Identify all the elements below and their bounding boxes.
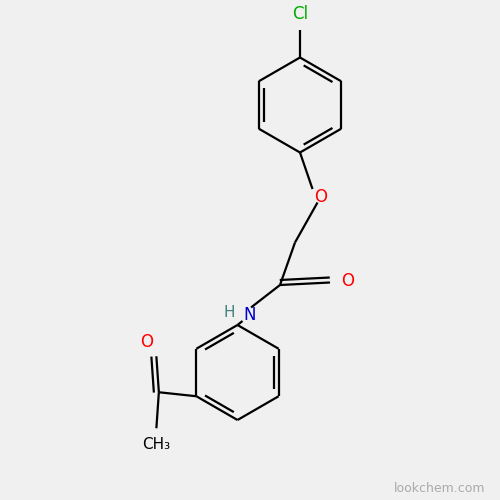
Text: O: O	[314, 188, 328, 206]
Text: O: O	[140, 333, 153, 351]
Text: CH₃: CH₃	[142, 437, 171, 452]
Text: lookchem.com: lookchem.com	[394, 482, 485, 495]
Text: O: O	[341, 272, 354, 290]
Text: Cl: Cl	[292, 6, 308, 24]
Text: N: N	[244, 306, 256, 324]
Text: H: H	[224, 305, 235, 320]
